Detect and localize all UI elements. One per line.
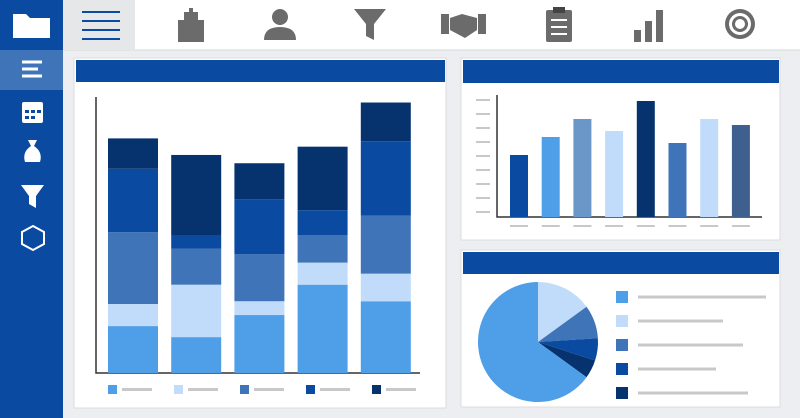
panel-header	[463, 60, 779, 83]
clipboard-icon[interactable]	[546, 7, 572, 42]
legend-swatch	[108, 385, 117, 394]
bar	[668, 143, 687, 217]
legend-swatch	[616, 291, 628, 303]
bar-segment	[360, 102, 411, 142]
calendar-icon[interactable]	[22, 102, 43, 123]
panel-header	[463, 252, 779, 274]
top-bar	[63, 0, 800, 50]
bar-segment	[171, 235, 222, 249]
bar-segment	[360, 215, 411, 274]
legend-swatch	[616, 339, 628, 351]
bar-segment	[108, 232, 158, 304]
bar-segment	[297, 146, 348, 211]
user-icon[interactable]	[264, 9, 296, 40]
bar-segment	[297, 210, 348, 235]
panel-header	[76, 60, 445, 82]
legend-swatch	[240, 385, 249, 394]
bar-segment	[234, 254, 285, 302]
legend-swatch	[616, 315, 628, 327]
money-icon[interactable]	[24, 140, 41, 162]
bar-segment	[171, 337, 222, 373]
pie-slice	[538, 306, 598, 342]
bar-segment	[360, 141, 411, 216]
bar-segment	[171, 154, 222, 235]
bar-segment	[234, 163, 285, 200]
bar-segment	[234, 301, 285, 316]
pie-slice	[538, 338, 598, 361]
chart-icon[interactable]	[634, 10, 663, 42]
legend-swatch	[616, 363, 628, 375]
building-icon[interactable]	[178, 8, 204, 42]
bar-segment	[234, 199, 285, 255]
bar	[700, 119, 719, 217]
legend-swatch	[372, 385, 381, 394]
bar-segment	[297, 262, 348, 285]
bar	[605, 131, 624, 217]
legend-swatch	[174, 385, 183, 394]
menu-icon[interactable]	[82, 11, 120, 40]
legend-swatch	[616, 387, 628, 399]
legend-swatch	[306, 385, 315, 394]
bar-segment	[108, 304, 158, 327]
pie-slice	[538, 282, 587, 342]
bar	[636, 101, 655, 217]
bar-segment	[171, 284, 222, 338]
folder-icon[interactable]	[13, 14, 50, 38]
bar-segment	[360, 301, 411, 373]
bar-segment	[171, 248, 222, 285]
bar	[731, 125, 750, 217]
settings-icon[interactable]	[725, 9, 755, 39]
bar	[573, 119, 592, 217]
filter-icon[interactable]	[354, 9, 386, 40]
bar-segment	[108, 168, 158, 233]
pie-slice	[478, 282, 587, 402]
handshake-icon[interactable]	[441, 14, 486, 38]
bar-segment	[234, 315, 285, 373]
bar-segment	[297, 284, 348, 373]
box-icon[interactable]	[21, 224, 45, 252]
filter-side-icon[interactable]	[21, 185, 44, 208]
bar-segment	[108, 326, 158, 373]
bar-segment	[297, 235, 348, 263]
list-icon[interactable]	[22, 60, 42, 78]
bar-segment	[108, 138, 158, 169]
pie-slice	[538, 342, 596, 378]
bar-segment	[360, 273, 411, 302]
bar	[541, 137, 560, 217]
bar	[510, 155, 528, 217]
menu-button[interactable]	[63, 0, 135, 50]
